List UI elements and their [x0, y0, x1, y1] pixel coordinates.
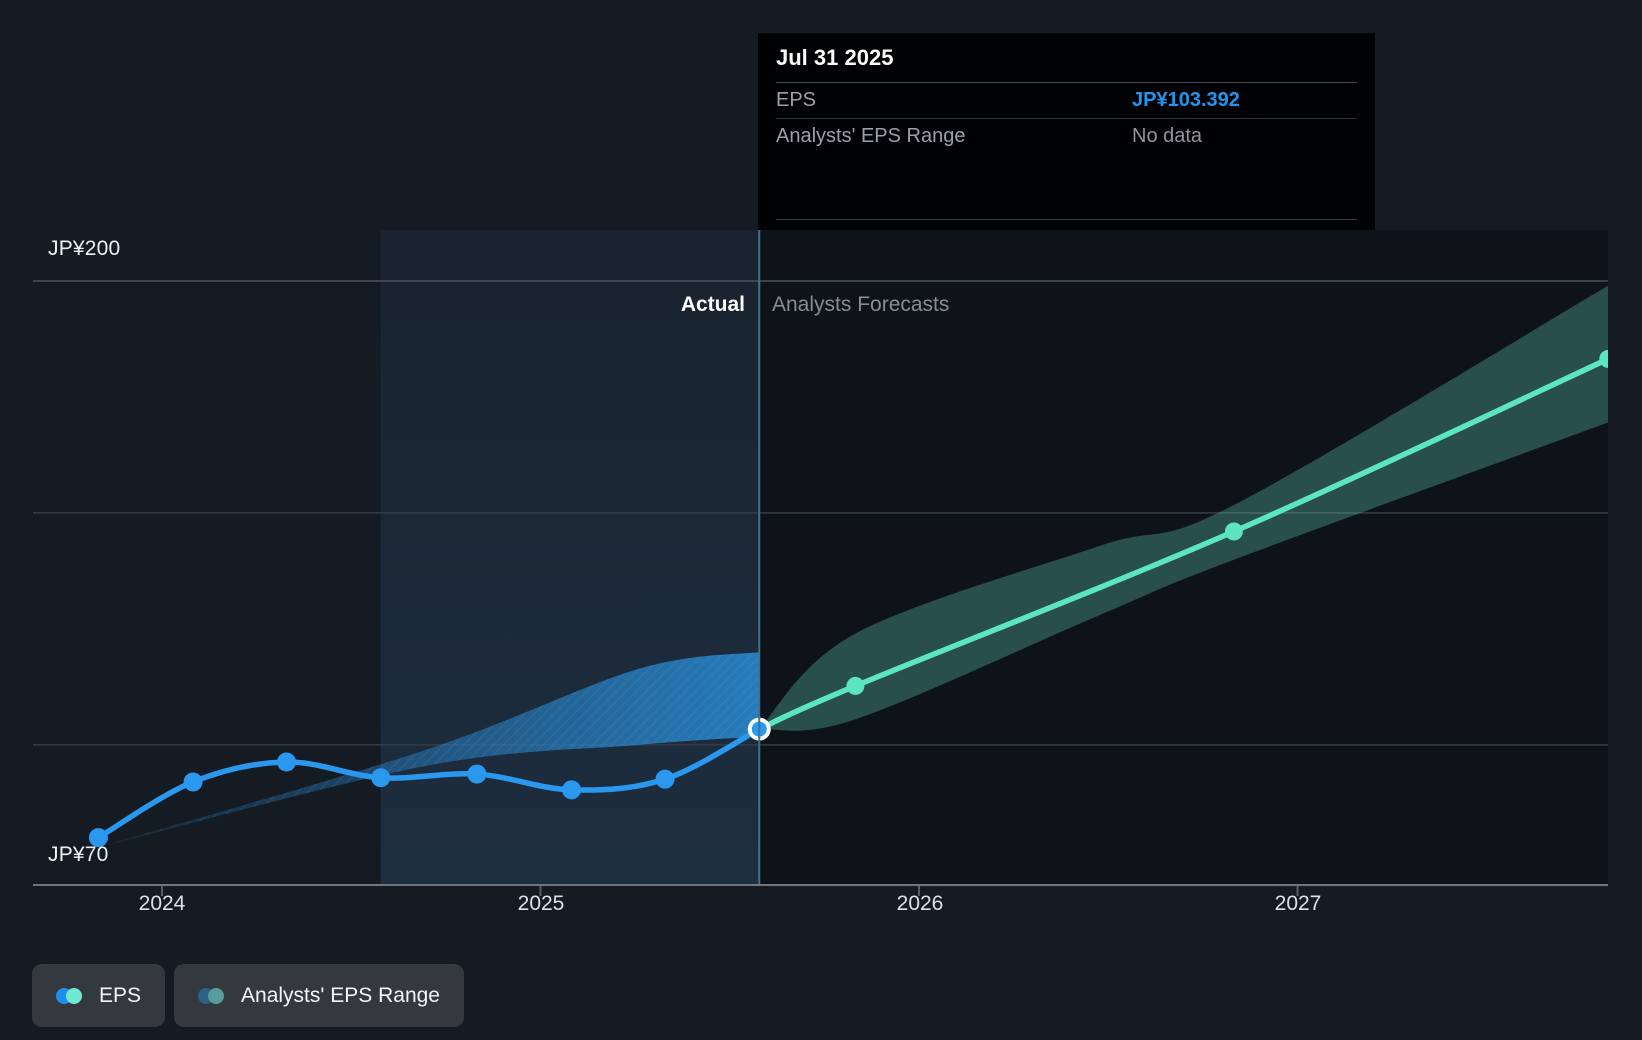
tooltip-range-label: Analysts' EPS Range	[776, 125, 966, 147]
eps-teal-dot-icon	[66, 987, 82, 1004]
eps-point[interactable]	[88, 828, 108, 848]
x-tick-label-2024: 2024	[138, 892, 186, 915]
forecast-region	[759, 230, 1608, 885]
range-teal-dot-icon	[208, 987, 225, 1004]
legend: EPS Analysts' EPS Range	[32, 964, 464, 1027]
tooltip-eps-value: JP¥103.392	[1132, 89, 1240, 111]
legend-item-analysts-eps-range[interactable]: Analysts' EPS Range	[174, 964, 464, 1027]
y-axis-max-label: JP¥200	[48, 237, 121, 260]
x-tick-label-2025: 2025	[517, 892, 565, 915]
eps-point[interactable]	[655, 769, 675, 789]
actual-eps-range-band-hatch	[103, 652, 760, 846]
forecast-point[interactable]	[846, 676, 865, 695]
y-axis-min-label: JP¥70	[48, 843, 109, 866]
tooltip-eps-row: EPS JP¥103.392	[776, 83, 1357, 119]
eps-point[interactable]	[562, 780, 582, 800]
eps-point[interactable]	[371, 768, 391, 788]
forecast-point[interactable]	[1224, 522, 1243, 541]
forecast-point[interactable]	[1599, 349, 1617, 368]
actual-phase-label: Actual	[680, 293, 745, 316]
x-tick-label-2026: 2026	[896, 892, 944, 915]
x-tick-label-2027: 2027	[1274, 892, 1322, 915]
forecast-eps-range-band	[759, 285, 1608, 731]
legend-range-label: Analysts' EPS Range	[241, 983, 440, 1007]
tooltip-range-value: No data	[1132, 125, 1203, 147]
eps-forecast-line	[756, 356, 1608, 732]
eps-point[interactable]	[467, 764, 487, 784]
legend-item-eps[interactable]: EPS	[32, 964, 166, 1027]
tooltip-date: Jul 31 2025	[776, 33, 1357, 83]
forecast-phase-label: Analysts Forecasts	[772, 293, 950, 316]
tooltip-bottom-divider	[776, 219, 1357, 220]
chart-tooltip: Jul 31 2025 EPS JP¥103.392 Analysts' EPS…	[758, 33, 1375, 230]
eps-point[interactable]	[277, 752, 297, 772]
legend-eps-label: EPS	[99, 983, 142, 1007]
tooltip-eps-label: EPS	[776, 89, 817, 111]
eps-point[interactable]	[183, 772, 203, 792]
tooltip-range-row: Analysts' EPS Range No data	[776, 119, 1357, 154]
